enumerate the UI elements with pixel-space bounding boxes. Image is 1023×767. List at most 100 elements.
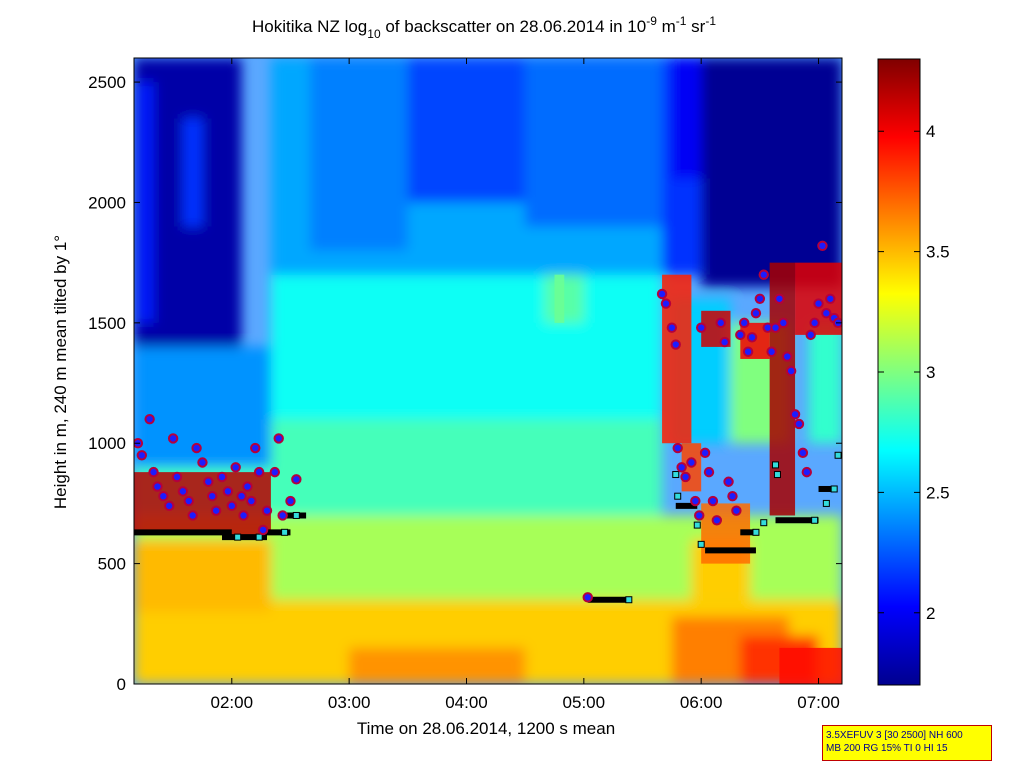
x-tick-label: 04:00 (445, 693, 488, 712)
aerosol-layer-square (672, 471, 680, 479)
cloud-base-point (230, 462, 241, 473)
colorbar: 2 2.5 3 3.5 4 (877, 58, 950, 686)
aerosol-layer-square (693, 521, 701, 529)
cloud-base-point (203, 476, 214, 487)
cloud-base-point (774, 293, 785, 304)
cloud-base-point (242, 481, 253, 492)
colorbar-tick-label: 3.5 (926, 243, 950, 262)
cloud-base-point (789, 409, 801, 420)
aerosol-layer-square (674, 492, 682, 500)
cloud-base-point (694, 510, 705, 521)
colorbar-gradient (877, 58, 921, 686)
cloud-base-point (817, 240, 828, 252)
cloud-base-point (250, 442, 261, 454)
field-region (310, 58, 408, 251)
cloud-base-point (727, 491, 738, 502)
cloud-base-point (246, 495, 257, 507)
chart-title: Hokitika NZ log10 of backscatter on 28.0… (252, 14, 716, 41)
aerosol-layer-square (752, 528, 760, 536)
colorbar-tick-label: 2 (926, 604, 935, 623)
cloud-base-point (690, 495, 701, 507)
aerosol-layer-square (822, 499, 830, 507)
cloud-base-point (695, 322, 707, 333)
cloud-base-point (183, 495, 194, 507)
cloud-base-point (291, 474, 302, 485)
y-tick-label: 0 (117, 675, 126, 694)
cloud-base-point (236, 491, 247, 502)
field-region (808, 322, 842, 444)
cloud-base-point (238, 510, 249, 521)
cloud-base-point (793, 418, 805, 430)
colorbar-tick-label: 3 (926, 363, 935, 382)
aerosol-layer-square (811, 516, 819, 524)
cloud-base-point (670, 339, 681, 350)
cloud-base-point (210, 505, 222, 516)
field-region (270, 274, 663, 420)
cloud-base-point (699, 447, 711, 459)
info-line-2: MB 200 RG 15% TI 0 HI 15 (826, 743, 948, 754)
cloud-base-point (707, 495, 719, 507)
colorbar-tick-label: 4 (926, 122, 935, 141)
cloud-base-point (825, 293, 836, 304)
y-tick-label: 500 (98, 555, 126, 574)
cloud-base-point (158, 491, 169, 502)
cloud-base-point (226, 500, 237, 512)
cloud-base-point (164, 500, 175, 512)
cloud-base-point (656, 288, 668, 300)
cloud-base-point (758, 269, 769, 280)
cloud-base-point (686, 457, 697, 468)
x-tick-label: 03:00 (328, 693, 371, 712)
aerosol-layer-square (697, 540, 705, 548)
field-region (525, 58, 663, 227)
cloud-base-point (666, 322, 678, 333)
x-tick-label: 07:00 (797, 693, 840, 712)
cloud-base-point (136, 450, 148, 461)
cloud-base-point (148, 466, 159, 478)
info-line-1: 3.5XEFUV 3 [30 2500] NH 600 (826, 730, 963, 741)
cloud-base-point (187, 510, 198, 521)
cloud-base-point (222, 486, 234, 497)
info-box: 3.5XEFUV 3 [30 2500] NH 600 MB 200 RG 15… (822, 725, 992, 761)
cloud-base-point (197, 457, 208, 468)
y-axis: 0 500 1000 1500 2000 2500 (88, 73, 842, 694)
cloud-base-point (821, 308, 832, 319)
field-region (137, 82, 154, 323)
cloud-base-point (715, 317, 726, 329)
cloud-base-point (805, 329, 816, 341)
x-axis-label: Time on 28.06.2014, 1200 s mean (357, 719, 615, 738)
cloud-base-point (257, 524, 269, 536)
cloud-base-point (735, 329, 746, 341)
cloud-base-point (660, 298, 672, 309)
cloud-base-point (703, 466, 715, 478)
aerosol-layer-square (834, 451, 842, 459)
cloud-base-point (797, 447, 809, 459)
cloud-base-point (742, 346, 754, 357)
retrieval-marks (134, 240, 842, 604)
plot-frame (133, 57, 843, 685)
cloud-base-point (167, 433, 179, 444)
field-region (182, 118, 203, 227)
aerosol-layer-square (255, 533, 263, 541)
y-tick-label: 2000 (88, 193, 126, 212)
cloud-base-point (778, 317, 789, 329)
field-region (134, 539, 271, 612)
cloud-base-point (719, 336, 730, 348)
field-region (701, 58, 842, 287)
x-tick-label: 02:00 (211, 693, 254, 712)
cloud-base-point (285, 495, 296, 507)
cloud-base-point (144, 413, 155, 425)
cloud-base-point (273, 433, 284, 444)
cloud-base-point (746, 332, 758, 343)
field-region (134, 346, 271, 468)
feature-region (554, 274, 565, 323)
aerosol-layer-square (760, 519, 768, 527)
heatmap-field (134, 58, 842, 684)
cloud-base-point (152, 481, 163, 492)
aerosol-layer-square (292, 511, 300, 519)
feature-region (769, 262, 796, 516)
cloud-base-point (813, 298, 824, 309)
cloud-base-point (680, 471, 691, 483)
cloud-base-point (754, 293, 766, 304)
cloud-base-point (177, 486, 189, 497)
